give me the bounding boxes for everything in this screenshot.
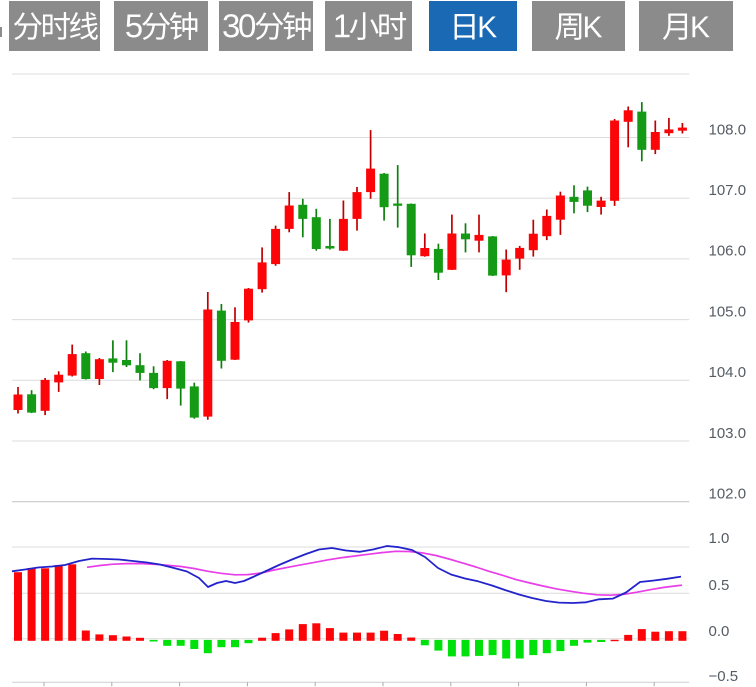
svg-text:103.0: 103.0 <box>709 425 747 442</box>
svg-text:−0.5: −0.5 <box>709 668 739 685</box>
svg-text:104.0: 104.0 <box>709 364 747 381</box>
svg-text:0.5: 0.5 <box>709 577 730 594</box>
svg-text:1.0: 1.0 <box>709 530 730 547</box>
svg-text:108.0: 108.0 <box>709 121 747 138</box>
svg-text:106.0: 106.0 <box>709 243 747 260</box>
svg-text:107.0: 107.0 <box>709 182 747 199</box>
svg-text:102.0: 102.0 <box>709 486 747 503</box>
svg-text:0.0: 0.0 <box>709 623 730 640</box>
svg-text:105.0: 105.0 <box>709 303 747 320</box>
